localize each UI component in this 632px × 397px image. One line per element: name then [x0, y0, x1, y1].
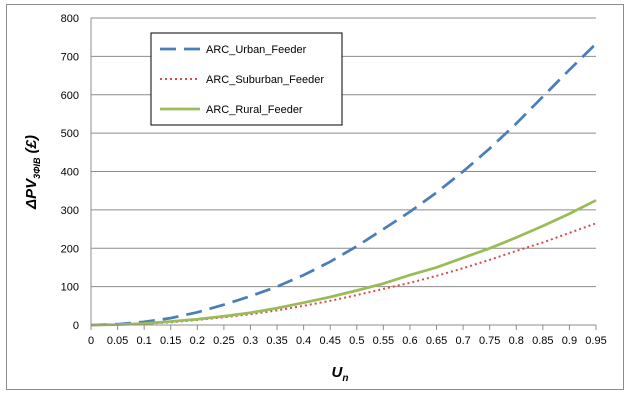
y-tick-label: 400 [61, 167, 79, 179]
x-tick-label: 0.3 [243, 335, 258, 347]
legend-label: ARC_Urban_Feeder [206, 44, 307, 56]
series-line-2 [90, 199, 597, 327]
legend-label: ARC_Suburban_Feeder [206, 74, 324, 86]
y-tick-label: 0 [73, 320, 79, 332]
y-tick-label: 800 [61, 13, 79, 25]
x-tick-label: 0.1 [137, 335, 152, 347]
x-tick-label: 0 [88, 335, 94, 347]
x-tick-label: 0.7 [455, 335, 470, 347]
x-tick-label: 0.9 [562, 335, 577, 347]
x-tick-label: 0.15 [160, 335, 181, 347]
x-axis-title: Un [332, 364, 349, 384]
legend-items: ARC_Urban_Feeder ARC_Suburban_Feeder ARC_R… [160, 44, 324, 116]
y-tick-label: 500 [61, 128, 79, 140]
y-tick-label: 300 [61, 205, 79, 217]
y-tick-label: 200 [61, 243, 79, 255]
y-tick-label: 600 [61, 90, 79, 102]
series-line-1 [90, 222, 597, 326]
axes [90, 18, 597, 330]
x-tick-label: 0.8 [509, 335, 524, 347]
series-line-0 [90, 42, 597, 327]
y-tick-label: 700 [61, 51, 79, 63]
x-tick-label: 0.25 [213, 335, 234, 347]
x-tick-label: 0.6 [402, 335, 417, 347]
x-tick-label: 0.65 [426, 335, 447, 347]
x-tick-label: 0.95 [585, 335, 606, 347]
x-tick-label: 0.4 [296, 335, 311, 347]
x-tick-labels: 0 0.05 0.1 0.15 0.2 0.25 0.3 0.35 0.4 0.45 0.5 0.55… [88, 335, 607, 347]
y-tick-label: 100 [61, 282, 79, 294]
x-tick-label: 0.5 [349, 335, 364, 347]
x-tick-label: 0.75 [479, 335, 500, 347]
legend: ARC_Urban_Feeder ARC_Suburban_Feeder ARC_R… [150, 32, 343, 126]
x-tick-label: 0.2 [190, 335, 205, 347]
legend-label: ARC_Rural_Feeder [206, 104, 303, 116]
x-tick-label: 0.55 [373, 335, 394, 347]
gridlines [91, 17, 596, 288]
x-tick-label: 0.35 [266, 335, 287, 347]
x-tick-label: 0.05 [107, 335, 128, 347]
y-tick-labels: 0 100 200 300 400 500 600 700 800 [61, 13, 79, 332]
series-layer [90, 42, 597, 327]
x-tick-label: 0.45 [319, 335, 340, 347]
y-axis-title: ΔPV3ΦIB (£) [23, 135, 42, 210]
x-tick-label: 0.85 [532, 335, 553, 347]
